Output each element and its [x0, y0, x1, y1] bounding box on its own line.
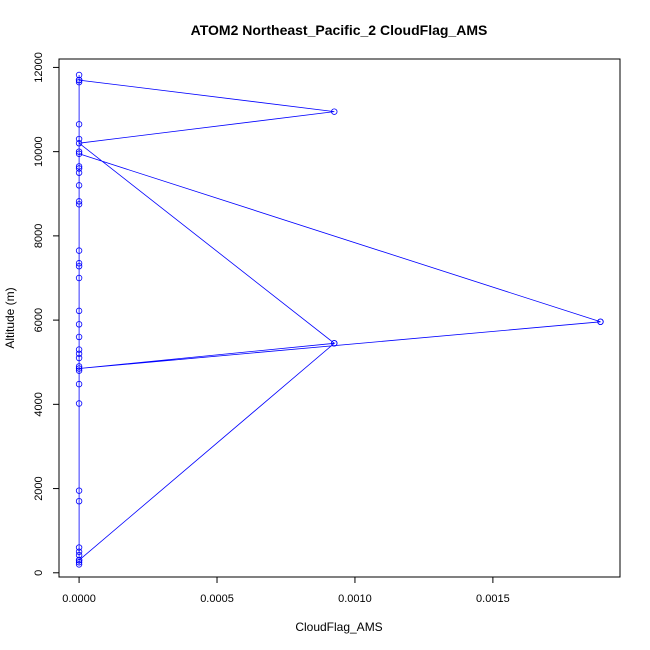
- x-tick-label: 0.0010: [338, 593, 372, 605]
- data-point: [75, 148, 83, 155]
- data-point: [75, 346, 83, 353]
- x-tick-label: 0.0005: [200, 593, 234, 605]
- data-point: [75, 307, 83, 315]
- data-point: [75, 135, 83, 143]
- chart-title: ATOM2 Northeast_Pacific_2 CloudFlag_AMS: [191, 22, 488, 38]
- data-point: [75, 548, 83, 555]
- data-point: [75, 544, 83, 551]
- data-point: [597, 318, 604, 325]
- data-point: [75, 247, 83, 254]
- data-point: [75, 150, 83, 157]
- y-tick-label: 2000: [33, 476, 45, 500]
- data-point: [75, 169, 83, 176]
- data-point: [75, 71, 83, 79]
- data-point: [75, 354, 83, 362]
- plot-area: [58, 58, 621, 578]
- y-tick-label: 12000: [33, 52, 45, 83]
- data-point: [75, 363, 83, 370]
- data-point: [331, 340, 338, 347]
- data-point: [75, 260, 83, 267]
- data-point: [75, 163, 83, 170]
- data-point: [75, 321, 83, 328]
- data-point: [75, 198, 83, 205]
- data-point: [75, 121, 83, 128]
- data-point: [75, 559, 83, 566]
- data-point: [75, 140, 83, 147]
- data-point: [75, 561, 83, 568]
- data-point: [75, 380, 83, 388]
- data-point: [75, 182, 83, 189]
- y-tick-label: 4000: [33, 392, 45, 416]
- data-point: [75, 333, 83, 341]
- x-axis-label: CloudFlag_AMS: [295, 620, 382, 634]
- data-point: [75, 274, 83, 282]
- data-point: [75, 487, 83, 494]
- x-tick-label: 0.0000: [62, 593, 96, 605]
- data-point: [75, 497, 83, 505]
- series-layer: [75, 71, 604, 568]
- data-point: [331, 108, 338, 115]
- data-point: [75, 165, 83, 172]
- y-tick-label: 8000: [33, 224, 45, 248]
- data-point: [75, 76, 83, 84]
- y-axis-label: Altitude (m): [3, 287, 17, 348]
- data-point: [75, 263, 83, 270]
- data-point: [75, 367, 83, 374]
- data-point: [75, 551, 83, 559]
- y-tick-label: 10000: [33, 136, 45, 167]
- x-axis: 0.0000 0.0005 0.0010 0.0015: [62, 576, 510, 605]
- data-point: [75, 400, 83, 407]
- data-point: [75, 556, 83, 564]
- x-tick-label: 0.0015: [476, 593, 510, 605]
- y-axis: 0 2000 4000 6000 8000 10000 12000: [33, 52, 60, 576]
- y-tick-label: 0: [33, 570, 45, 576]
- data-point: [75, 365, 83, 372]
- data-point: [75, 350, 83, 357]
- data-point: [75, 201, 83, 208]
- y-tick-label: 6000: [33, 308, 45, 332]
- data-point: [75, 78, 83, 86]
- series-line: [78, 75, 601, 565]
